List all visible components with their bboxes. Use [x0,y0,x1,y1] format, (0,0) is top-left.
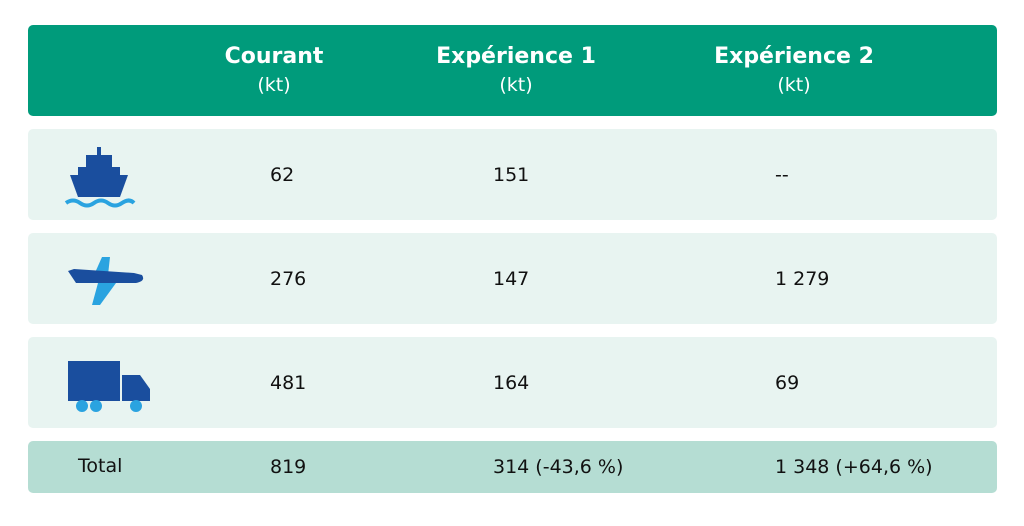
cell: 481 [270,372,307,394]
total-label: Total [78,455,123,477]
column-header: Expérience 2 (kt) [684,43,904,99]
cell: 819 [270,456,307,478]
row-ship: 62 151 -- [28,129,997,220]
cell: 147 [493,268,530,290]
cell: 1 279 [775,268,830,290]
row-plane: 276 147 1 279 [28,233,997,324]
header-unit: (kt) [257,74,291,96]
cell: 1 348 (+64,6 %) [775,456,933,478]
cell: -- [775,164,789,186]
cell: 69 [775,372,800,394]
truck-icon [68,361,150,412]
cell: 62 [270,164,295,186]
header-unit: (kt) [777,74,811,96]
header-title: Expérience 1 [436,44,596,69]
cell: 276 [270,268,307,290]
cell: 151 [493,164,530,186]
column-header: Courant (kt) [164,43,384,99]
header-title: Courant [224,44,324,69]
column-header: Expérience 1 (kt) [406,43,626,99]
cell: 314 (-43,6 %) [493,456,624,478]
header-unit: (kt) [499,74,533,96]
ship-icon [64,147,136,208]
header-title: Expérience 2 [714,44,874,69]
total-row: Total 819 314 (-43,6 %) 1 348 (+64,6 %) [28,441,997,493]
plane-icon [68,257,144,305]
cell: 164 [493,372,530,394]
row-truck: 481 164 69 [28,337,997,428]
header-bar: Courant (kt) Expérience 1 (kt) Expérience … [28,25,997,116]
